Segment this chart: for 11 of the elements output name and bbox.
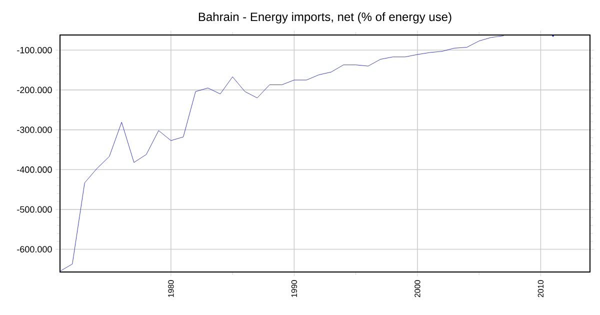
x-tick-label: 2010 [538, 280, 544, 298]
y-tick-label: -600.000 [17, 246, 52, 252]
y-tick-label: -300.000 [17, 126, 52, 133]
x-tick-label: 2000 [414, 280, 420, 298]
x-tick-label: 1990 [291, 280, 298, 297]
y-tick-label: -400.000 [17, 166, 52, 173]
x-tick-label: 1980 [168, 280, 174, 297]
y-tick-label: -200.000 [17, 86, 52, 94]
y-tick-label: -500.000 [17, 206, 52, 213]
y-tick-label: -100.000 [17, 46, 52, 54]
chart-title: Bahrain - Energy imports, net (% of energy use) [198, 12, 452, 24]
